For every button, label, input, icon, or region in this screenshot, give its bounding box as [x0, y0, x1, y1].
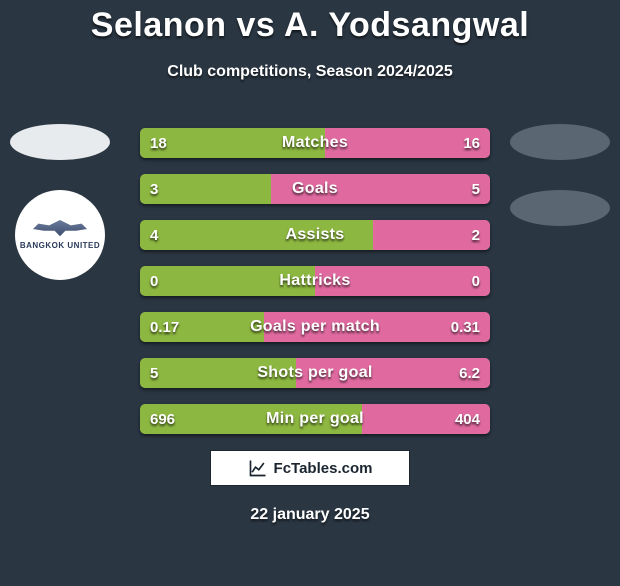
stat-row: Matches18 16: [140, 128, 490, 158]
chart-icon: [248, 458, 268, 478]
player-right-avatar: [510, 124, 610, 160]
stat-label: Hattricks: [140, 266, 490, 296]
stat-label: Goals: [140, 174, 490, 204]
stat-value-left: 5: [150, 358, 158, 388]
stat-value-left: 3: [150, 174, 158, 204]
stat-row: Min per goal696 404: [140, 404, 490, 434]
stat-label: Matches: [140, 128, 490, 158]
stat-value-left: 0.17: [150, 312, 179, 342]
club-badge: BANGKOK UNITED: [15, 190, 105, 280]
club-right-avatar: [510, 190, 610, 226]
stat-row: Hattricks0 0: [140, 266, 490, 296]
stat-value-right: 2: [472, 220, 480, 250]
stat-value-right: 0: [472, 266, 480, 296]
club-badge-label: BANGKOK UNITED: [20, 241, 100, 250]
stat-row: Shots per goal5 6.2: [140, 358, 490, 388]
stat-value-left: 0: [150, 266, 158, 296]
page-subtitle: Club competitions, Season 2024/2025: [0, 63, 620, 81]
footer-brand-label: FcTables.com: [274, 460, 373, 477]
stat-label: Min per goal: [140, 404, 490, 434]
stat-value-right: 404: [455, 404, 480, 434]
left-avatars: BANGKOK UNITED: [10, 124, 110, 280]
stat-value-right: 6.2: [459, 358, 480, 388]
stat-value-left: 696: [150, 404, 175, 434]
stat-value-right: 5: [472, 174, 480, 204]
player-left-avatar: [10, 124, 110, 160]
page-title: Selanon vs A. Yodsangwal: [0, 6, 620, 45]
stat-row: Goals3 5: [140, 174, 490, 204]
stat-value-right: 0.31: [451, 312, 480, 342]
stat-row: Goals per match0.17 0.31: [140, 312, 490, 342]
club-wings-icon: [33, 220, 87, 238]
right-avatars: [510, 124, 610, 256]
footer-brand-badge[interactable]: FcTables.com: [210, 450, 410, 486]
stats-container: Matches18 16 Goals3 5 Assists4 2 Hattricks0 0 Go…: [140, 128, 490, 450]
stat-value-left: 18: [150, 128, 167, 158]
stat-value-left: 4: [150, 220, 158, 250]
stat-value-right: 16: [463, 128, 480, 158]
date-label: 22 january 2025: [0, 506, 620, 524]
stat-row: Assists4 2: [140, 220, 490, 250]
stat-label: Assists: [140, 220, 490, 250]
stat-label: Shots per goal: [140, 358, 490, 388]
stat-label: Goals per match: [140, 312, 490, 342]
